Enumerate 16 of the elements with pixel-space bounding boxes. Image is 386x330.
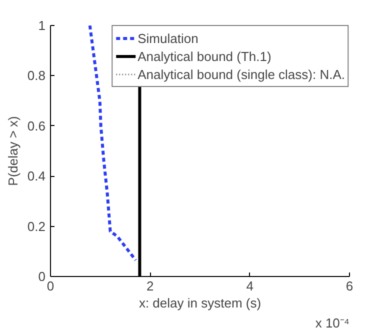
y-tick-label: 0.6 [27, 118, 46, 134]
x-axis-title: x: delay in system (s) [138, 296, 262, 310]
y-tick-label: 0.4 [27, 168, 46, 184]
legend-label: Analytical bound (single class): N.A. [138, 66, 345, 83]
x-tick-label: 2 [146, 278, 154, 294]
legend-label: Simulation [138, 30, 198, 47]
y-axis-title: P(delay > x) [5, 116, 20, 186]
y-tick-label: 0.2 [27, 218, 46, 234]
x-tick-label: 4 [246, 278, 254, 294]
x-tick-label: 6 [346, 278, 354, 294]
y-tick-label: 0 [38, 269, 46, 284]
y-tick-label: 0.8 [27, 68, 46, 84]
y-tick-label: 1 [38, 18, 46, 33]
line-series [88, 26, 138, 262]
legend-label: Analytical bound (Th.1) [138, 48, 272, 65]
text: x 10⁻⁴ [315, 316, 350, 330]
